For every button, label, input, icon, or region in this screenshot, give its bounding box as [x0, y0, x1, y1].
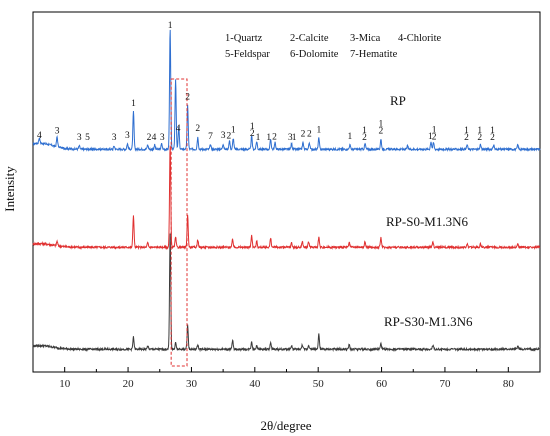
peak-label: 2 [464, 133, 469, 143]
peak-label: 2 [362, 133, 367, 143]
x-tick-label: 20 [123, 378, 135, 390]
x-axis-title: 2θ/degree [261, 418, 312, 433]
series-label-rp-s30: RP-S30-M1.3N6 [384, 314, 473, 329]
peak-label: 3 [221, 131, 226, 141]
peak-label: 2 [379, 126, 384, 136]
peak-label: 2 [226, 131, 231, 141]
peak-label: 2 [185, 92, 190, 102]
peak-label: 1 [464, 126, 469, 136]
peak-label: 1 [292, 133, 297, 143]
peak-label: 2 [272, 133, 277, 143]
legend-entry-chlorite: 4-Chlorite [398, 33, 441, 44]
peak-label: 2 [301, 130, 306, 140]
peak-label: 1 [168, 21, 173, 31]
peak-label: 3 [160, 133, 165, 143]
peak-label: 3 [77, 133, 82, 143]
peak-label: 1 [231, 125, 236, 135]
legend-entry-calcite: 2-Calcite [290, 33, 329, 44]
peak-label: 2 [490, 133, 495, 143]
peak-label: 2 [307, 130, 312, 140]
peak-label: 4 [37, 131, 42, 141]
peak-label: 1 [131, 99, 136, 109]
peak-label: 1 [348, 132, 353, 142]
peak-label: 3 [125, 131, 130, 141]
x-tick-label: 60 [376, 378, 388, 390]
x-tick-label: 80 [503, 378, 515, 390]
peak-label: 2 [195, 124, 200, 134]
peak-label: 3 [55, 126, 60, 136]
peak-label: 5 [85, 133, 90, 143]
series-line-rp-s30 [32, 233, 541, 353]
x-tick-label: 10 [59, 378, 71, 390]
peak-label: 1 [266, 133, 271, 143]
legend-entry-hematite: 7-Hematite [350, 49, 398, 60]
legend-entry-feldspar: 5-Feldspar [225, 49, 270, 60]
x-tick-label: 50 [313, 378, 325, 390]
series-label-rp: RP [390, 93, 406, 108]
peak-label: 4 [176, 124, 181, 134]
legend-entry-mica: 3-Mica [350, 33, 381, 44]
peak-label: 4 [152, 133, 157, 143]
peak-label: 1 [256, 133, 261, 143]
peak-label: 1 [250, 122, 255, 132]
series-line-rp [32, 29, 541, 153]
peak-label: 3 [112, 133, 117, 143]
peak-label: 3 [288, 133, 293, 143]
peak-label: 1 [490, 126, 495, 136]
peak-label: 2 [147, 133, 152, 143]
y-axis-title: Intensity [2, 166, 17, 212]
x-tick-label: 30 [186, 378, 198, 390]
series-line-rp-s0 [32, 145, 541, 251]
highlight-box [170, 78, 188, 367]
peak-label: 1 [477, 126, 482, 136]
peak-label: 1 [379, 119, 384, 129]
legend-entry-quartz: 1-Quartz [225, 33, 263, 44]
x-tick-label: 70 [439, 378, 451, 390]
peak-label: 2 [477, 133, 482, 143]
peak-label: 1 [316, 125, 321, 135]
series-label-rp-s0: RP-S0-M1.3N6 [386, 214, 468, 229]
peak-label: 2 [432, 133, 437, 143]
legend: 1-Quartz 2-Calcite 3-Mica 4-Chlorite 5-F… [225, 33, 441, 60]
legend-entry-dolomite: 6-Dolomite [290, 49, 339, 60]
peak-label: 1 [428, 132, 433, 142]
peak-label: 7 [208, 132, 213, 142]
x-tick-label: 40 [249, 378, 261, 390]
peak-label: 1 [362, 126, 367, 136]
peak-label: 2 [250, 129, 255, 139]
peak-label: 1 [432, 126, 437, 136]
